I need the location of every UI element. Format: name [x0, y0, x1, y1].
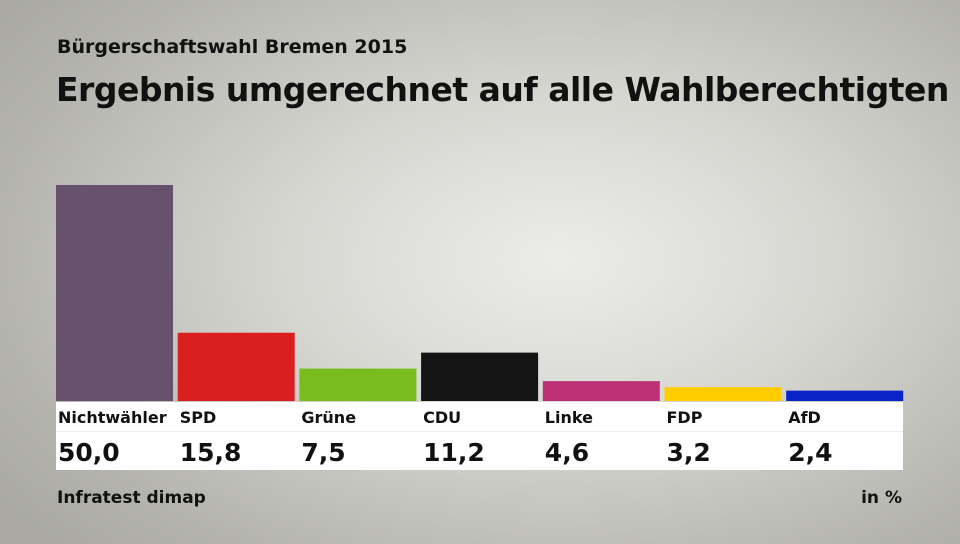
unit-label: in % [861, 488, 902, 508]
category-label: CDU [423, 408, 462, 427]
labels-panel: Nichtwähler 50,0 SPD 15,8 Grüne 7,5 CDU 11,2 Lin… [56, 402, 903, 470]
bar-4 [542, 381, 660, 401]
value-label: 3,2 [666, 438, 711, 467]
value-label: 2,4 [788, 438, 833, 467]
bar-0 [56, 185, 173, 401]
category-label: Grüne [301, 408, 357, 427]
category-label: Linke [544, 408, 593, 427]
category-label: SPD [179, 408, 217, 427]
divider [56, 431, 903, 432]
value-label: 7,5 [301, 438, 346, 467]
value-label: 4,6 [544, 438, 590, 467]
value-label: 11,2 [423, 438, 485, 467]
bar-2 [299, 368, 417, 401]
source-label: Infratest dimap [57, 488, 206, 508]
value-label: 15,8 [179, 438, 242, 467]
category-label: Nichtwähler [58, 408, 167, 427]
value-label: 50,0 [58, 438, 120, 467]
chart-title: Ergebnis umgerechnet auf alle Wahlberech… [56, 70, 949, 109]
chart-subtitle: Bürgerschaftswahl Bremen 2015 [57, 36, 408, 58]
bar-1 [177, 332, 295, 401]
bar-6 [786, 390, 904, 401]
bar-5 [664, 387, 782, 401]
category-label: FDP [666, 408, 703, 427]
category-label: AfD [788, 408, 821, 427]
bar-3 [421, 352, 539, 401]
